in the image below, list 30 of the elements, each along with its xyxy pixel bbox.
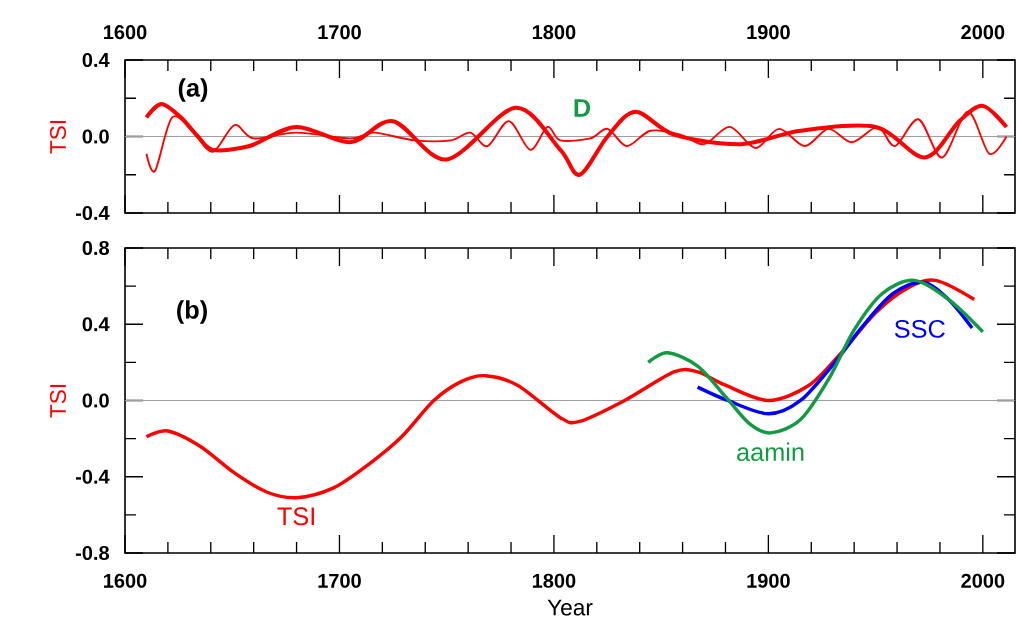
series-label: SSC	[894, 319, 945, 338]
y-axis-title: TSI	[49, 384, 67, 418]
x-tick-label: 1600	[104, 25, 147, 40]
annotation: (a)	[178, 78, 208, 102]
x-tick-label: 1800	[532, 573, 576, 588]
y-tick-label: 0.8	[82, 240, 109, 256]
x-tick-label: 1600	[104, 573, 147, 588]
y-axis-title: TSI	[49, 120, 67, 154]
x-axis-title: Year	[547, 599, 593, 616]
y-tick-label: -0.4	[75, 205, 110, 221]
series-label: aamin	[737, 442, 804, 462]
line-series	[144, 278, 976, 500]
y-tick-label: -0.8	[75, 545, 109, 561]
x-tick-label: 1800	[532, 25, 576, 40]
series-label: TSI	[277, 507, 314, 526]
x-tick-label: 2000	[961, 573, 1005, 588]
x-tick-label: 1900	[747, 573, 790, 588]
x-tick-label: 2000	[961, 25, 1005, 40]
y-tick-label: 0.0	[82, 393, 109, 408]
x-tick-label: 1700	[318, 25, 361, 40]
annotation: (b)	[177, 300, 207, 324]
y-tick-label: 0.4	[82, 317, 110, 332]
x-tick-label: 1900	[747, 25, 790, 40]
y-tick-label: 0.0	[82, 129, 109, 144]
annotation: D	[574, 99, 591, 117]
y-tick-label: 0.4	[82, 52, 110, 68]
y-tick-label: -0.4	[75, 469, 110, 484]
line-series	[646, 278, 985, 435]
x-tick-label: 1700	[318, 573, 361, 588]
line-series	[144, 101, 1009, 177]
